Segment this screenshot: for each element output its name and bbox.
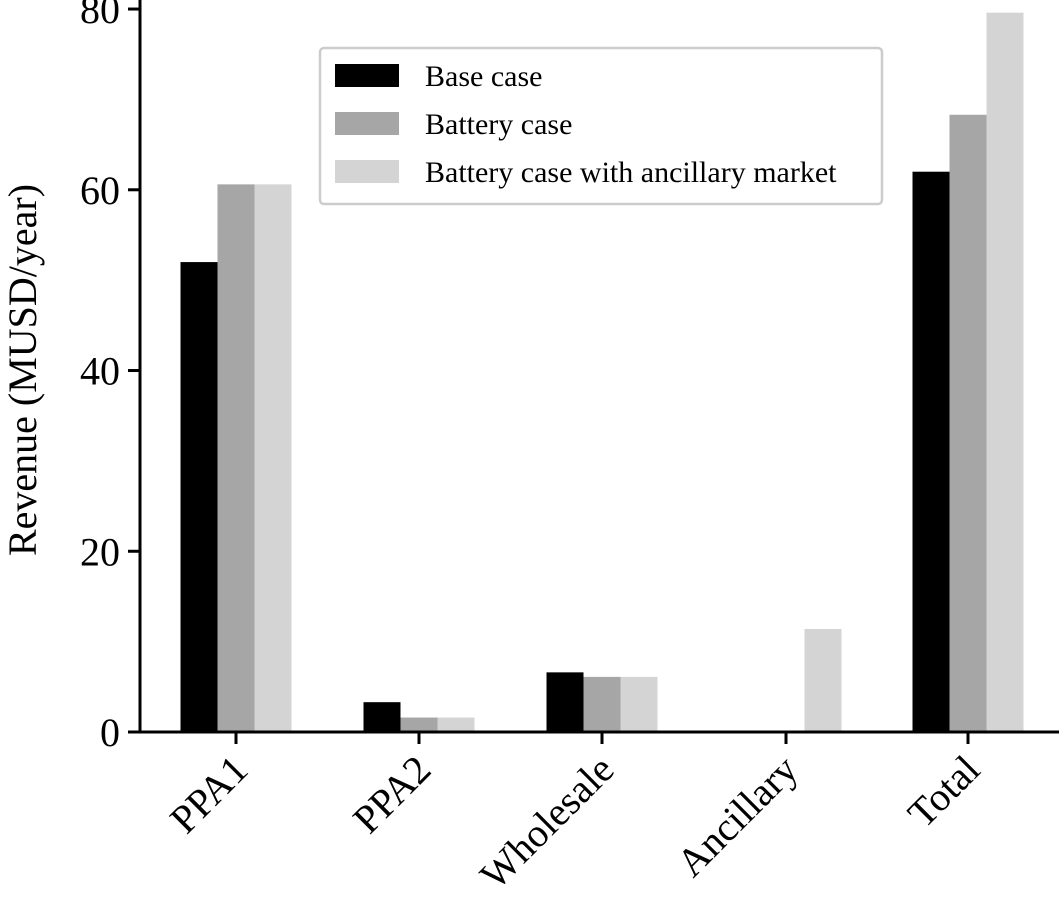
bar-total-series-1 [912, 171, 950, 732]
axes-group [138, 0, 1059, 734]
x-tick-label: PPA1 [161, 747, 256, 842]
y-axis-title: Revenue (MUSD/year) [0, 184, 45, 556]
y-tick-label: 0 [100, 710, 120, 755]
bar-ppa1-series-2 [217, 184, 255, 732]
y-tick-label: 60 [80, 168, 120, 213]
bar-wholesale-series-3 [620, 676, 658, 732]
legend-label: Battery case with ancillary market [425, 156, 837, 189]
bar-ppa1-series-1 [180, 262, 218, 732]
bar-ppa1-series-3 [254, 184, 292, 732]
x-ticks-group: PPA1 PPA2 Wholesale Ancillary Total [161, 732, 988, 898]
legend-swatch [335, 160, 399, 183]
bar-ppa2-series-1 [363, 702, 401, 732]
bar-total-series-2 [949, 114, 987, 732]
bar-ancillary-series-3 [804, 628, 842, 732]
x-tick-label: Ancillary [668, 747, 807, 886]
bar-ppa2-series-2 [400, 717, 438, 732]
y-tick-label: 40 [80, 349, 120, 394]
bar-wholesale-series-1 [546, 672, 584, 732]
bar-ppa2-series-3 [437, 717, 475, 732]
legend-frame [318, 46, 884, 206]
bar-wholesale-series-2 [583, 676, 621, 732]
legend-swatch [335, 112, 399, 135]
y-tick-label: 20 [80, 529, 120, 574]
y-tick-label: 80 [80, 0, 120, 32]
x-tick-label: Wholesale [471, 747, 622, 898]
x-tick-label: Total [899, 747, 989, 837]
bar-total-series-3 [986, 12, 1024, 732]
legend: Base case Battery case Battery case with a… [318, 46, 884, 206]
legend-swatch [335, 64, 399, 87]
legend-label: Base case [425, 60, 542, 93]
x-tick-label: PPA2 [344, 747, 439, 842]
legend-label: Battery case [425, 108, 572, 141]
y-ticks-group: 0 20 40 60 80 [80, 0, 140, 755]
bars-group [180, 12, 1024, 732]
